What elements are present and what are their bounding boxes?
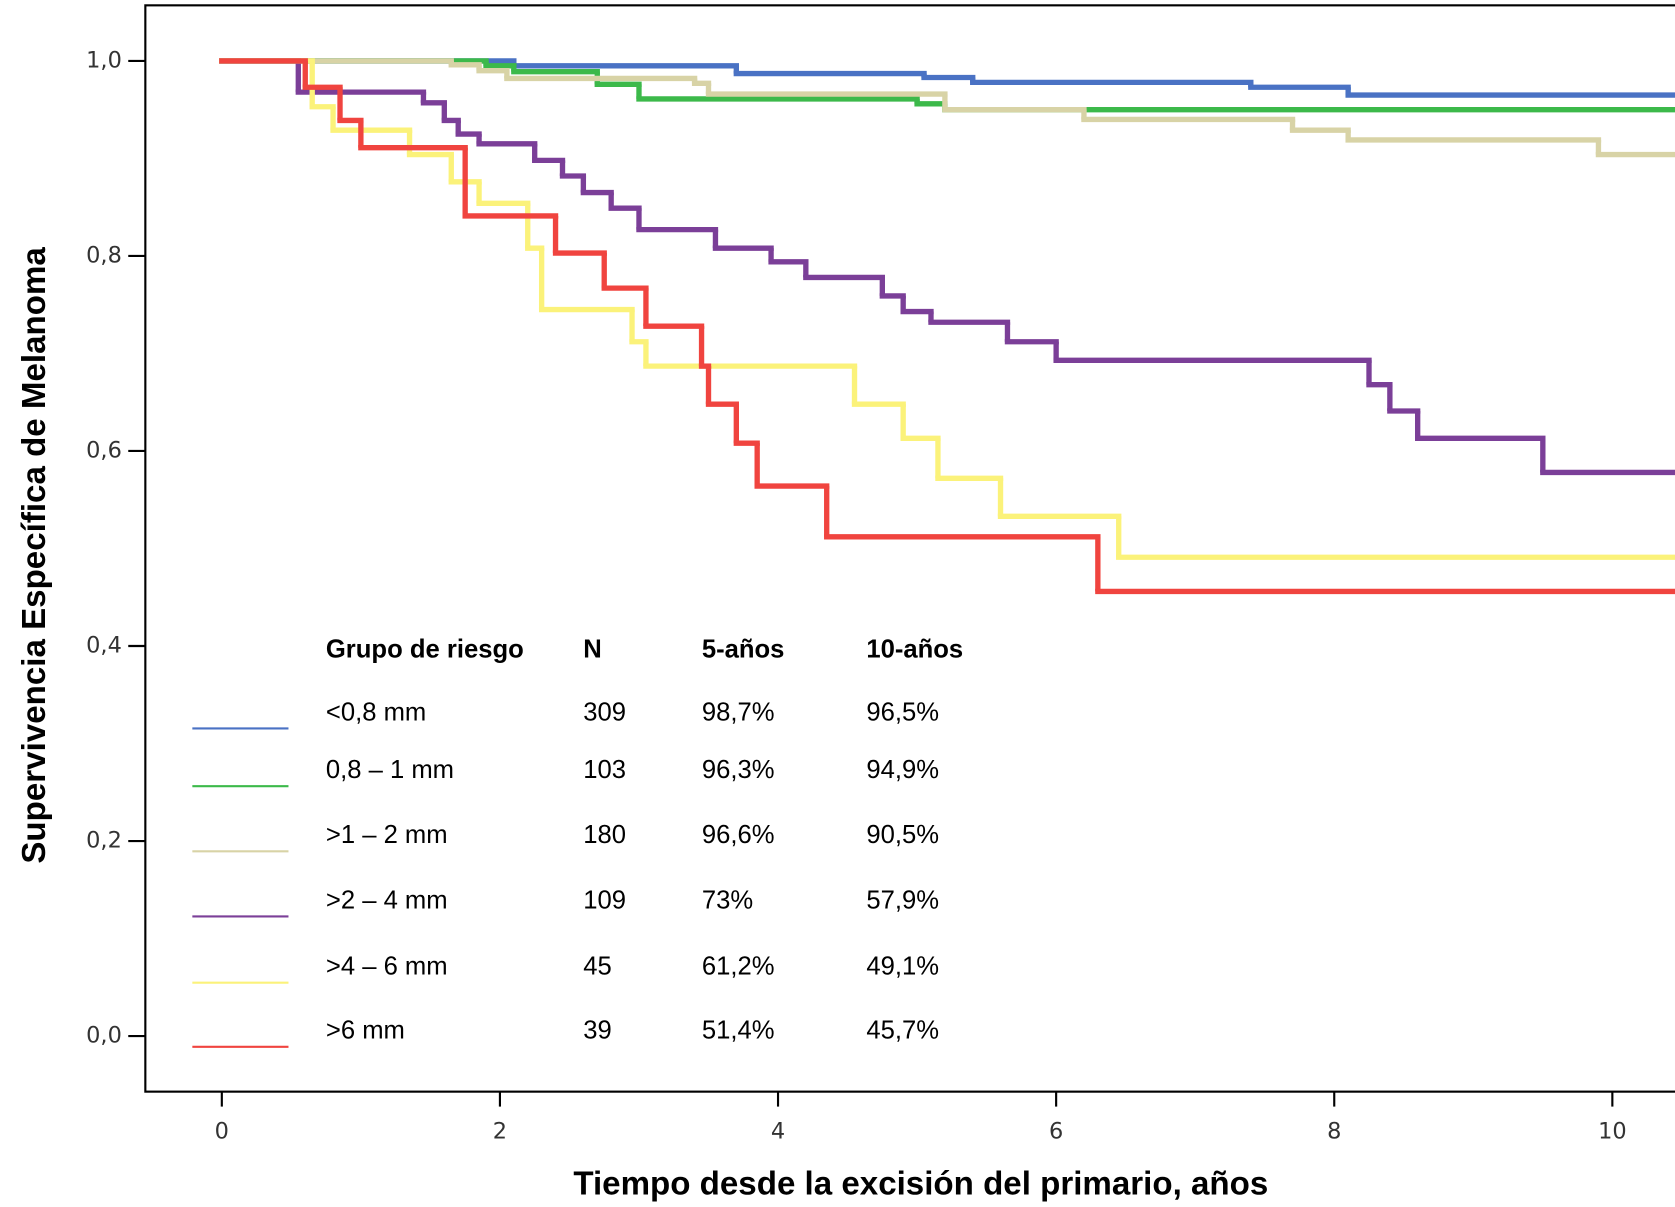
legend-cell: 73% [702,886,753,914]
y-tick-label: 1,0 [86,47,122,73]
legend-cell: 45,7% [866,1017,939,1045]
legend-label: >6 mm [326,1017,405,1045]
legend-label: >1 – 2 mm [326,821,448,849]
legend-cell: 51,4% [702,1017,775,1045]
x-tick-label: 4 [771,1119,785,1145]
legend-cell: 61,2% [702,953,775,981]
legend-cell: 49,1% [866,953,939,981]
legend-cell: 96,6% [702,821,775,849]
legend-cell: 309 [583,698,626,726]
legend-cell: 103 [583,756,626,784]
legend-label: <0,8 mm [326,698,426,726]
legend-label: 0,8 – 1 mm [326,756,454,784]
legend-cell: 90,5% [866,821,939,849]
plot-frame [144,4,1675,1093]
y-tick-label: 0,2 [86,828,122,854]
y-tick-label: 0,8 [86,242,122,268]
legend-cell: 98,7% [702,698,775,726]
y-tick-label: 0,6 [86,437,122,463]
x-tick-label: 2 [493,1119,507,1145]
x-tick-label: 6 [1049,1119,1063,1145]
legend-cell: 57,9% [866,886,939,914]
legend-cell: 109 [583,886,626,914]
legend-header: Grupo de riesgo [326,635,524,663]
y-tick-label: 0,4 [86,633,122,659]
legend-label: >2 – 4 mm [326,886,448,914]
legend-cell: 39 [583,1017,612,1045]
legend-label: >4 – 6 mm [326,953,448,981]
x-tick-label: 10 [1598,1119,1627,1145]
x-axis-title: Tiempo desde la excisión del primario, a… [573,1165,1268,1202]
legend-cell: 180 [583,821,626,849]
legend-header: N [583,635,602,663]
legend-cell: 94,9% [866,756,939,784]
legend-cell: 96,5% [866,698,939,726]
x-tick-label: 8 [1327,1119,1341,1145]
legend-cell: 45 [583,953,612,981]
legend-header: 10-años [866,635,963,663]
legend-cell: 96,3% [702,756,775,784]
y-axis-title: Supervivencia Específica de Melanoma [16,247,53,864]
x-tick-label: 0 [215,1119,229,1145]
legend-header: 5-años [702,635,785,663]
y-tick-label: 0,0 [86,1023,122,1049]
